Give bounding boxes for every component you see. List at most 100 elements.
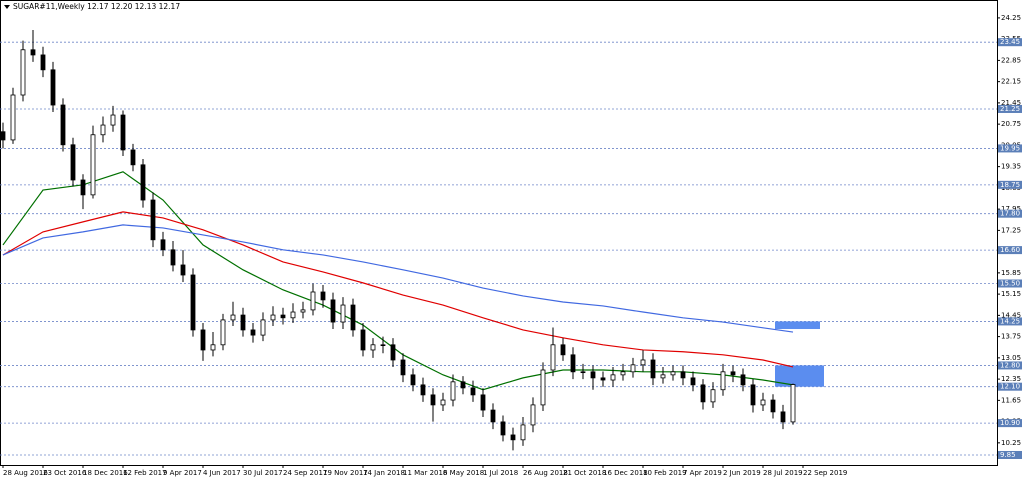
- candle-body: [680, 371, 686, 379]
- x-tick-label: 26 Aug 2018: [523, 469, 568, 477]
- candle-body: [10, 94, 16, 141]
- moving-average: [2, 211, 794, 368]
- candle-body: [520, 424, 526, 441]
- y-tick-label: 19.35: [1001, 163, 1021, 171]
- candle-body: [40, 54, 46, 71]
- candle-body: [210, 344, 216, 351]
- candle-body: [320, 291, 326, 301]
- candle-body: [300, 309, 306, 313]
- level-box: [998, 450, 1022, 459]
- level-box: [998, 419, 1022, 428]
- candle-body: [120, 114, 126, 151]
- x-tick-label: 21 Oct 2018: [563, 469, 606, 477]
- candle-body: [570, 354, 576, 373]
- y-tick-label: 17.95: [1001, 205, 1021, 213]
- candle-body: [0, 131, 6, 141]
- candle-body: [410, 374, 416, 386]
- candle-body: [370, 344, 376, 351]
- candle-body: [200, 329, 206, 351]
- candle-body: [700, 384, 706, 403]
- moving-average: [2, 224, 794, 333]
- candle-body: [330, 299, 336, 323]
- level-label: 21.25: [1000, 105, 1020, 113]
- candle-body: [280, 314, 286, 319]
- candle-body: [580, 371, 586, 374]
- x-tick-label: 6 May 2018: [443, 469, 484, 477]
- candle-body: [710, 389, 716, 403]
- level-box: [998, 209, 1022, 218]
- level-box: [998, 38, 1022, 47]
- candle-body: [220, 319, 226, 346]
- chart-title: SUGAR#11,Weekly 12.17 12.20 12.13 12.17: [13, 2, 180, 11]
- y-tick-label: 14.45: [1001, 311, 1021, 319]
- candle-body: [730, 371, 736, 376]
- y-tick-label: 21.45: [1001, 99, 1021, 107]
- level-box: [998, 317, 1022, 326]
- candle-body: [100, 124, 106, 136]
- x-tick-label: 28 Jul 2019: [763, 469, 803, 477]
- level-label: 12.10: [1000, 383, 1020, 391]
- level-label: 19.95: [1000, 144, 1020, 152]
- candle-body: [720, 371, 726, 391]
- candle-body: [610, 374, 616, 381]
- candle-body: [590, 371, 596, 379]
- candle-body: [160, 239, 166, 251]
- candle-body: [60, 104, 66, 146]
- zone: [775, 321, 820, 330]
- y-tick-label: 15.85: [1001, 269, 1021, 277]
- candle-body: [670, 371, 676, 376]
- candle-body: [560, 344, 566, 356]
- candle-body: [420, 384, 426, 396]
- candle-body: [350, 304, 356, 331]
- candle-body: [90, 134, 96, 196]
- level-label: 16.60: [1000, 246, 1020, 254]
- x-tick-label: 10 Feb 2019: [643, 469, 687, 477]
- x-tick-label: 4 Jun 2017: [203, 469, 241, 477]
- candle-body: [260, 319, 266, 336]
- candle-body: [70, 144, 76, 181]
- candle-body: [30, 49, 36, 56]
- x-tick-label: 14 Jan 2018: [363, 469, 405, 477]
- zone: [775, 365, 824, 387]
- candle-body: [620, 371, 626, 376]
- candle-body: [310, 291, 316, 311]
- candle-body: [650, 359, 656, 379]
- level-box: [998, 361, 1022, 370]
- candle-body: [760, 399, 766, 406]
- x-tick-label: 24 Sep 2017: [283, 469, 327, 477]
- y-tick-label: 10.25: [1001, 439, 1021, 447]
- level-label: 14.25: [1000, 317, 1020, 325]
- candle-body: [790, 384, 796, 423]
- candle-body: [20, 49, 26, 96]
- candle-body: [540, 369, 546, 406]
- x-tick-label: 2 Jun 2019: [723, 469, 761, 477]
- x-tick-label: 23 Oct 2016: [43, 469, 87, 477]
- x-tick-label: 11 Mar 2018: [403, 469, 447, 477]
- y-tick-label: 11.65: [1001, 396, 1021, 404]
- candle-body: [180, 264, 186, 276]
- candle-body: [500, 421, 506, 436]
- y-tick-label: 22.85: [1001, 56, 1021, 64]
- level-label: 10.90: [1000, 419, 1020, 427]
- y-tick-label: 13.75: [1001, 333, 1021, 341]
- candle-body: [460, 381, 466, 389]
- x-tick-label: 19 Nov 2017: [323, 469, 368, 477]
- candle-body: [470, 387, 476, 396]
- x-tick-label: 7 Apr 2019: [683, 469, 722, 477]
- x-tick-label: 9 Apr 2017: [163, 469, 202, 477]
- x-tick-label: 1 Jul 2018: [483, 469, 518, 477]
- candle-body: [430, 394, 436, 406]
- candle-body: [600, 377, 606, 381]
- candle-body: [440, 399, 446, 406]
- candle-body: [530, 404, 536, 426]
- y-tick-label: 17.25: [1001, 226, 1021, 234]
- candle-body: [490, 409, 496, 423]
- candle-body: [270, 314, 276, 321]
- y-tick-label: 12.35: [1001, 375, 1021, 383]
- candle-body: [140, 164, 146, 201]
- candle-body: [740, 374, 746, 386]
- menu-arrow[interactable]: [4, 5, 10, 9]
- level-box: [998, 104, 1022, 113]
- candle-body: [550, 344, 556, 371]
